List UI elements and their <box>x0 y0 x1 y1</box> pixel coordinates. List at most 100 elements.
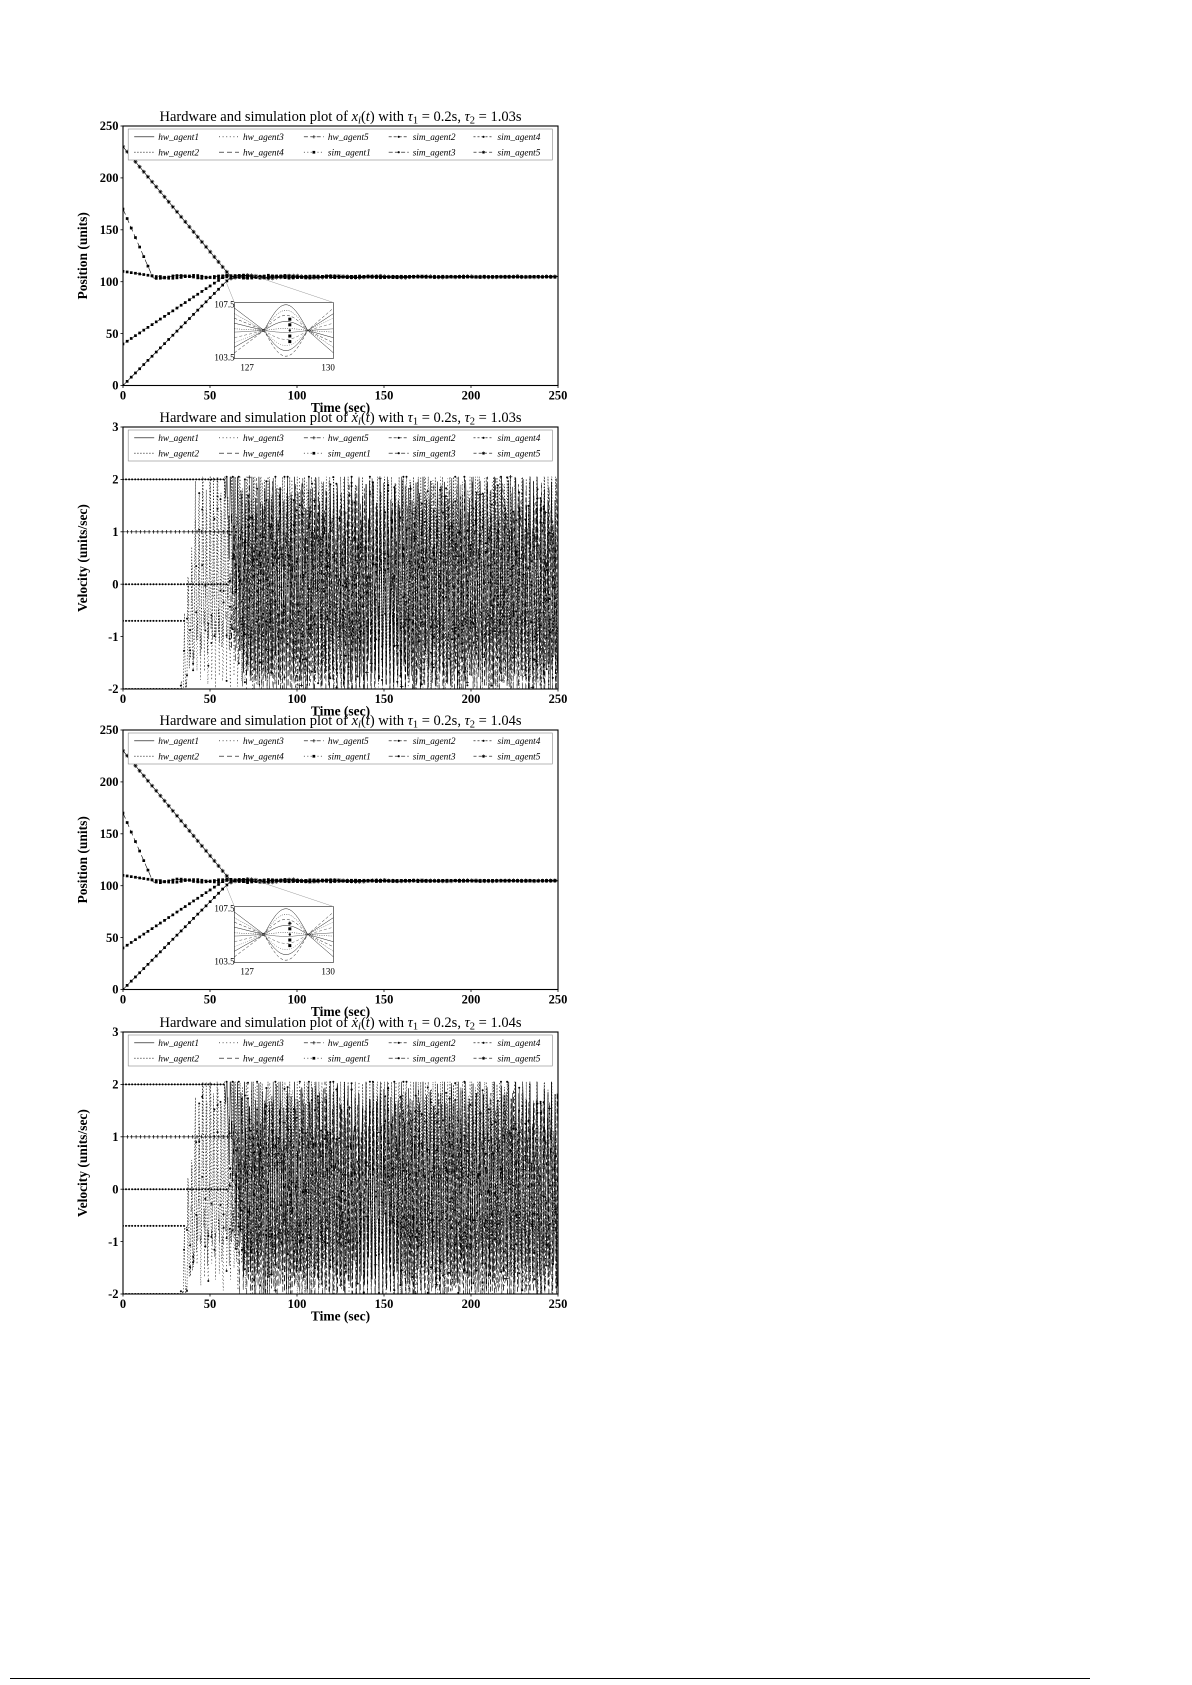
svg-text:107.5: 107.5 <box>214 300 235 310</box>
svg-text:hw_agent4: hw_agent4 <box>243 753 284 763</box>
svg-text:0: 0 <box>120 388 126 402</box>
svg-text:100: 100 <box>288 388 307 402</box>
svg-text:sim_agent2: sim_agent2 <box>413 133 456 143</box>
svg-text:hw_agent5: hw_agent5 <box>328 1039 369 1049</box>
svg-text:hw_agent2: hw_agent2 <box>158 449 199 459</box>
svg-text:250: 250 <box>100 723 119 737</box>
svg-text:200: 200 <box>100 171 119 185</box>
svg-text:200: 200 <box>100 775 119 789</box>
svg-text:150: 150 <box>375 388 394 402</box>
svg-text:0: 0 <box>112 577 118 591</box>
svg-text:250: 250 <box>549 992 568 1006</box>
svg-text:3: 3 <box>112 1025 118 1039</box>
svg-text:hw_agent1: hw_agent1 <box>158 434 199 444</box>
svg-text:0: 0 <box>112 1182 118 1196</box>
svg-text:0: 0 <box>112 379 118 393</box>
svg-text:2: 2 <box>112 1078 118 1092</box>
svg-text:200: 200 <box>462 1297 481 1311</box>
svg-text:250: 250 <box>549 388 568 402</box>
svg-text:hw_agent3: hw_agent3 <box>243 434 284 444</box>
svg-text:sim_agent3: sim_agent3 <box>413 449 456 459</box>
svg-text:100: 100 <box>288 692 307 706</box>
svg-text:sim_agent5: sim_agent5 <box>498 148 541 158</box>
svg-text:100: 100 <box>288 992 307 1006</box>
svg-text:sim_agent4: sim_agent4 <box>498 1039 541 1049</box>
svg-text:100: 100 <box>100 879 119 893</box>
svg-text:hw_agent5: hw_agent5 <box>328 434 369 444</box>
svg-text:hw_agent5: hw_agent5 <box>328 737 369 747</box>
svg-text:150: 150 <box>375 992 394 1006</box>
svg-text:50: 50 <box>204 388 217 402</box>
svg-text:103.5: 103.5 <box>214 353 235 363</box>
svg-text:1: 1 <box>112 525 118 539</box>
svg-text:sim_agent4: sim_agent4 <box>498 737 541 747</box>
svg-text:127: 127 <box>240 363 254 373</box>
svg-text:150: 150 <box>375 1297 394 1311</box>
svg-text:150: 150 <box>100 827 119 841</box>
svg-text:50: 50 <box>106 327 119 341</box>
svg-text:hw_agent4: hw_agent4 <box>243 1055 284 1065</box>
svg-text:100: 100 <box>288 1297 307 1311</box>
svg-text:hw_agent3: hw_agent3 <box>243 1039 284 1049</box>
svg-text:0: 0 <box>120 692 126 706</box>
svg-text:200: 200 <box>462 692 481 706</box>
svg-text:sim_agent1: sim_agent1 <box>328 1055 371 1065</box>
svg-text:hw_agent1: hw_agent1 <box>158 737 199 747</box>
svg-text:Position (units): Position (units) <box>75 816 90 903</box>
svg-text:sim_agent4: sim_agent4 <box>498 133 541 143</box>
svg-text:hw_agent5: hw_agent5 <box>328 133 369 143</box>
svg-text:sim_agent1: sim_agent1 <box>328 753 371 763</box>
svg-text:250: 250 <box>549 1297 568 1311</box>
svg-text:sim_agent5: sim_agent5 <box>498 1055 541 1065</box>
svg-text:-1: -1 <box>108 1235 118 1249</box>
svg-text:200: 200 <box>462 388 481 402</box>
svg-text:50: 50 <box>204 1297 217 1311</box>
svg-text:-2: -2 <box>108 682 118 696</box>
svg-text:50: 50 <box>106 931 119 945</box>
svg-text:hw_agent1: hw_agent1 <box>158 1039 199 1049</box>
svg-text:sim_agent2: sim_agent2 <box>413 737 456 747</box>
svg-text:107.5: 107.5 <box>214 904 235 914</box>
svg-text:hw_agent2: hw_agent2 <box>158 753 199 763</box>
svg-text:100: 100 <box>100 275 119 289</box>
svg-text:sim_agent3: sim_agent3 <box>413 1055 456 1065</box>
svg-text:0: 0 <box>112 983 118 997</box>
svg-text:hw_agent3: hw_agent3 <box>243 737 284 747</box>
svg-text:hw_agent1: hw_agent1 <box>158 133 199 143</box>
svg-text:Hardware and simulation plot o: Hardware and simulation plot of xi(t) wi… <box>160 713 522 731</box>
svg-text:0: 0 <box>120 992 126 1006</box>
svg-text:-1: -1 <box>108 630 118 644</box>
svg-text:50: 50 <box>204 992 217 1006</box>
svg-text:1: 1 <box>112 1130 118 1144</box>
svg-text:hw_agent4: hw_agent4 <box>243 148 284 158</box>
svg-text:Hardware and simulation plot o: Hardware and simulation plot of ẋi(t) w… <box>160 410 522 428</box>
svg-text:150: 150 <box>100 223 119 237</box>
svg-text:2: 2 <box>112 473 118 487</box>
svg-text:150: 150 <box>375 692 394 706</box>
svg-text:250: 250 <box>549 692 568 706</box>
svg-text:Position (units): Position (units) <box>75 212 90 299</box>
svg-text:127: 127 <box>240 967 254 977</box>
svg-text:Time (sec): Time (sec) <box>311 1308 370 1323</box>
svg-text:Hardware and simulation plot o: Hardware and simulation plot of ẋi(t) w… <box>160 1015 522 1033</box>
svg-text:sim_agent1: sim_agent1 <box>328 148 371 158</box>
svg-text:50: 50 <box>204 692 217 706</box>
svg-text:sim_agent4: sim_agent4 <box>498 434 541 444</box>
svg-text:130: 130 <box>321 967 335 977</box>
svg-text:sim_agent2: sim_agent2 <box>413 434 456 444</box>
svg-text:250: 250 <box>100 119 119 133</box>
svg-text:sim_agent3: sim_agent3 <box>413 753 456 763</box>
svg-text:-2: -2 <box>108 1287 118 1301</box>
svg-text:sim_agent1: sim_agent1 <box>328 449 371 459</box>
svg-text:103.5: 103.5 <box>214 957 235 967</box>
svg-text:hw_agent3: hw_agent3 <box>243 133 284 143</box>
svg-text:sim_agent5: sim_agent5 <box>498 753 541 763</box>
svg-text:3: 3 <box>112 420 118 434</box>
svg-text:hw_agent2: hw_agent2 <box>158 148 199 158</box>
svg-text:Velocity (units/sec): Velocity (units/sec) <box>75 504 90 612</box>
svg-text:Hardware and simulation plot o: Hardware and simulation plot of xi(t) wi… <box>160 109 522 127</box>
svg-text:hw_agent4: hw_agent4 <box>243 449 284 459</box>
svg-text:sim_agent3: sim_agent3 <box>413 148 456 158</box>
svg-text:0: 0 <box>120 1297 126 1311</box>
svg-text:sim_agent5: sim_agent5 <box>498 449 541 459</box>
